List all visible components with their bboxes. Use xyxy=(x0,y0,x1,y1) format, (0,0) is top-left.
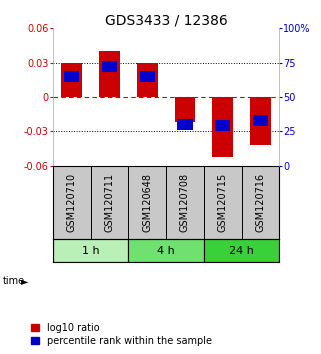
Bar xyxy=(212,97,233,156)
Bar xyxy=(53,239,128,262)
Bar xyxy=(140,71,155,82)
Text: GSM120710: GSM120710 xyxy=(67,173,77,232)
Text: 4 h: 4 h xyxy=(157,246,175,256)
Bar xyxy=(253,115,268,126)
Bar xyxy=(137,63,158,97)
Bar xyxy=(250,97,271,145)
Text: GSM120716: GSM120716 xyxy=(256,173,265,232)
Text: GSM120648: GSM120648 xyxy=(142,173,152,232)
Bar xyxy=(102,61,117,72)
Bar xyxy=(178,119,193,130)
Legend: log10 ratio, percentile rank within the sample: log10 ratio, percentile rank within the … xyxy=(30,323,212,346)
Bar xyxy=(175,97,195,122)
Bar xyxy=(61,63,82,97)
Text: ►: ► xyxy=(21,276,28,286)
Text: time: time xyxy=(3,276,25,286)
Bar xyxy=(64,71,79,82)
Text: GSM120708: GSM120708 xyxy=(180,173,190,232)
Text: 24 h: 24 h xyxy=(229,246,254,256)
Title: GDS3433 / 12386: GDS3433 / 12386 xyxy=(105,13,228,27)
Bar xyxy=(204,239,279,262)
Bar xyxy=(215,120,230,131)
Bar xyxy=(128,239,204,262)
Text: 1 h: 1 h xyxy=(82,246,100,256)
Text: GSM120711: GSM120711 xyxy=(105,173,115,232)
Text: GSM120715: GSM120715 xyxy=(218,173,228,232)
Bar xyxy=(99,51,120,97)
